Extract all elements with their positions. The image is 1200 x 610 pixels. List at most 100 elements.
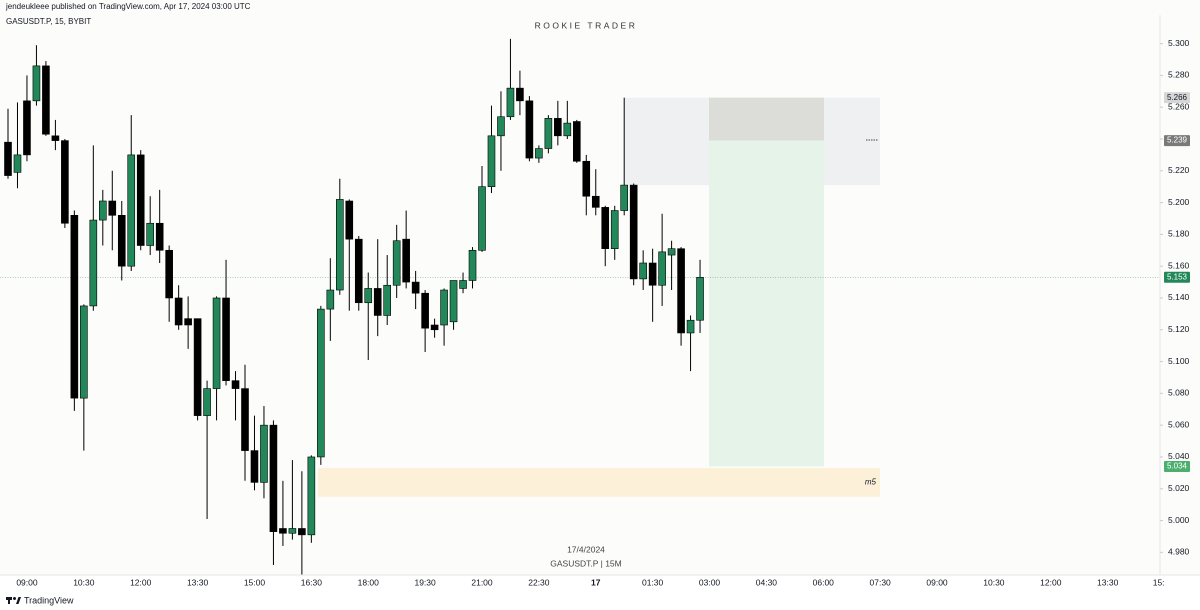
- candle: [421, 290, 429, 353]
- x-tick-label: 18:00: [358, 577, 380, 587]
- candle: [459, 272, 467, 294]
- body: [449, 280, 458, 323]
- price-label-bg: [1164, 271, 1190, 283]
- body: [165, 249, 173, 299]
- candle: [165, 245, 173, 322]
- candle: [117, 201, 126, 281]
- candle: [383, 255, 392, 325]
- candle: [554, 100, 562, 146]
- candle: [354, 235, 363, 311]
- candle: [392, 224, 401, 298]
- candle: [288, 460, 297, 540]
- candle: [506, 38, 515, 120]
- candle: [440, 288, 448, 346]
- y-tick-label: 5.000: [1168, 515, 1190, 525]
- body: [70, 215, 79, 399]
- y-tick-label: 5.040: [1168, 451, 1190, 461]
- body: [203, 388, 211, 416]
- x-tick-label: 12:00: [130, 577, 152, 587]
- body: [525, 100, 534, 159]
- body: [317, 308, 325, 458]
- candle: [373, 239, 382, 337]
- candle: [535, 145, 543, 163]
- body: [222, 297, 230, 381]
- candle: [155, 189, 164, 263]
- x-tick-label: 10:30: [73, 577, 95, 587]
- publisher: jendeukleee published on TradingView.com…: [5, 2, 251, 11]
- x-tick-label: 07:30: [870, 577, 892, 587]
- body: [326, 289, 335, 310]
- candle: [279, 480, 287, 546]
- candle: [193, 318, 202, 421]
- body: [544, 118, 553, 149]
- candle: [563, 100, 572, 139]
- candle: [298, 471, 306, 577]
- candle: [269, 420, 278, 566]
- price-label: 5.239: [1167, 136, 1188, 145]
- body: [620, 184, 629, 211]
- candle: [32, 45, 41, 106]
- body: [554, 118, 562, 137]
- body: [193, 318, 202, 416]
- x-tick-label: 13:30: [1097, 577, 1119, 587]
- body: [364, 288, 373, 304]
- candle: [184, 296, 192, 349]
- candle: [317, 305, 325, 465]
- body: [686, 319, 695, 334]
- brand-logo: [6, 597, 21, 604]
- x-tick-label: 13:30: [187, 577, 209, 587]
- body: [639, 262, 647, 280]
- price-label-bg: [1164, 135, 1190, 147]
- body: [345, 200, 354, 240]
- body: [468, 249, 477, 281]
- body: [307, 456, 316, 536]
- body: [136, 154, 145, 246]
- body: [497, 116, 505, 137]
- candle: [677, 247, 685, 346]
- candle: [364, 272, 373, 360]
- body: [629, 184, 638, 280]
- zone: [318, 468, 880, 497]
- candle: [648, 248, 657, 322]
- x-tick-label: 15:: [1153, 577, 1165, 587]
- x-tick-label: 19:30: [414, 577, 436, 587]
- y-tick-label: 5.180: [1168, 229, 1190, 239]
- body: [667, 248, 676, 256]
- body: [392, 240, 401, 286]
- candle: [516, 70, 524, 116]
- body: [269, 424, 278, 532]
- candle: [108, 170, 117, 251]
- candle: [307, 455, 316, 543]
- footer-symbol: GASUSDT.P | 15M: [550, 558, 622, 568]
- body: [677, 248, 685, 334]
- y-tick-label: 5.120: [1168, 324, 1190, 334]
- candle: [23, 75, 31, 162]
- body: [80, 305, 88, 399]
- candle: [203, 380, 211, 519]
- y-tick-label: 5.020: [1168, 483, 1190, 493]
- body: [459, 280, 467, 289]
- footer-bg: [0, 575, 1200, 610]
- body: [535, 148, 543, 159]
- body: [487, 135, 496, 187]
- body: [421, 292, 429, 329]
- body: [127, 154, 136, 267]
- watermark: ROOKIE TRADER: [535, 20, 638, 30]
- body: [440, 289, 448, 326]
- body: [13, 154, 22, 173]
- body: [563, 122, 572, 137]
- body: [212, 297, 221, 389]
- body: [51, 135, 60, 141]
- brand[interactable]: TradingView: [24, 595, 74, 605]
- body: [572, 121, 581, 162]
- price-label: 5.153: [1167, 272, 1188, 281]
- y-tick-label: 5.140: [1168, 292, 1190, 302]
- body: [601, 207, 610, 249]
- candle: [696, 259, 704, 333]
- body: [298, 528, 306, 536]
- y-tick-label: 5.160: [1168, 260, 1190, 270]
- candle: [411, 270, 420, 310]
- x-tick-label: 04:30: [756, 577, 778, 587]
- body: [241, 388, 249, 451]
